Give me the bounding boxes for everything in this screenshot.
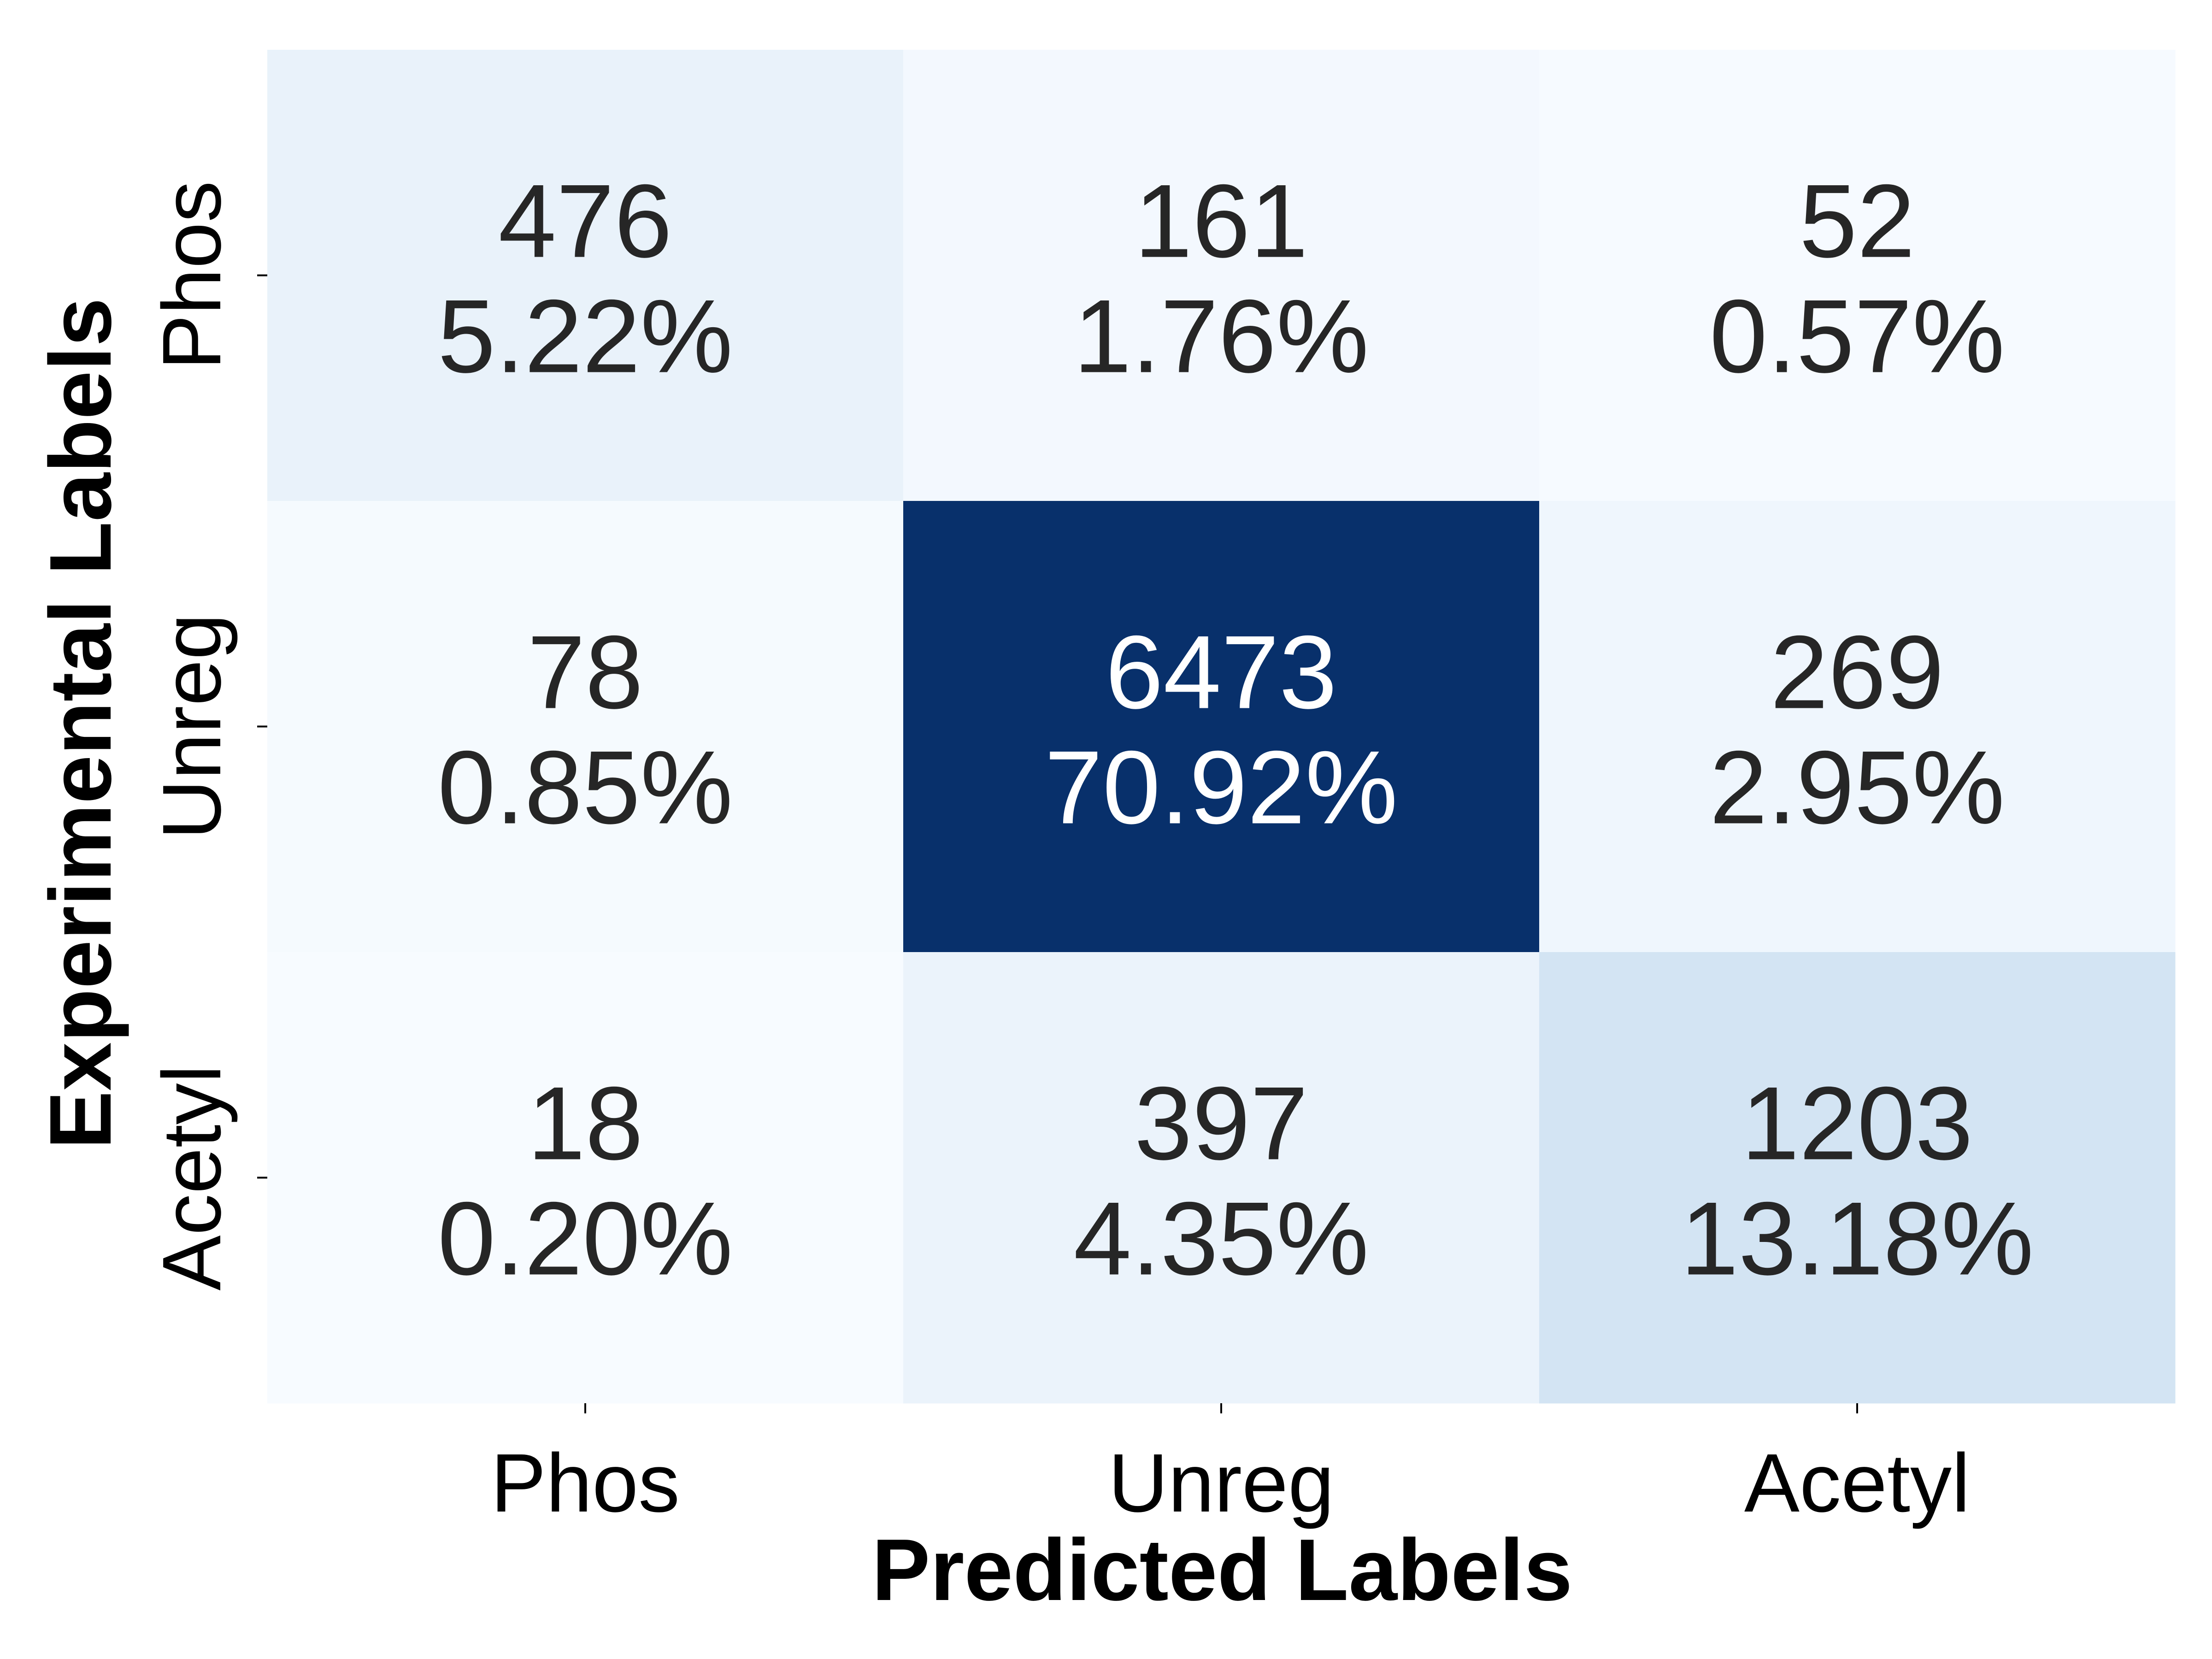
cell-count-label: 476 <box>498 163 672 279</box>
cell-percent-label: 1.76% <box>1074 278 1369 394</box>
y-axis-title: Experimental Labels <box>32 298 129 1149</box>
cell-percent-label: 0.57% <box>1710 278 2005 394</box>
cell-count-label: 52 <box>1799 163 1915 279</box>
heatmap-cell-phos-phos <box>267 50 904 501</box>
heatmap-cells <box>267 50 2176 1404</box>
cell-count-label: 6473 <box>1106 614 1337 730</box>
heatmap-cell-unreg-acetyl <box>1539 501 2176 953</box>
cell-percent-label: 70.92% <box>1045 729 1398 846</box>
x-tick-label: Phos <box>491 1437 680 1530</box>
heatmap-cell-acetyl-phos <box>267 952 904 1404</box>
cell-count-label: 269 <box>1770 614 1944 730</box>
heatmap-cell-unreg-phos <box>267 501 904 953</box>
axis-ticks: Phos Unreg Acetyl Phos Unreg Acetyl <box>146 181 1970 1530</box>
x-tick-label: Acetyl <box>1744 1437 1970 1530</box>
cell-percent-label: 4.35% <box>1074 1180 1369 1297</box>
cell-count-label: 18 <box>527 1065 643 1182</box>
cell-percent-label: 0.85% <box>438 729 733 846</box>
y-tick-label: Acetyl <box>146 1065 238 1290</box>
heatmap-cell-phos-unreg <box>903 50 1540 501</box>
heatmap-cell-acetyl-acetyl <box>1539 952 2176 1404</box>
heatmap-cell-phos-acetyl <box>1539 50 2176 501</box>
heatmap-cell-acetyl-unreg <box>903 952 1540 1404</box>
y-tick-label: Unreg <box>146 613 238 839</box>
x-axis-title: Predicted Labels <box>872 1521 1573 1619</box>
heatmap-cell-unreg-unreg <box>903 501 1540 953</box>
cell-percent-label: 5.22% <box>438 278 733 394</box>
cell-count-label: 161 <box>1134 163 1308 279</box>
cell-count-label: 397 <box>1134 1065 1308 1182</box>
y-tick-label: Phos <box>146 181 238 370</box>
cell-percent-label: 2.95% <box>1710 729 2005 846</box>
cell-count-label: 1203 <box>1741 1065 1973 1182</box>
cell-percent-label: 13.18% <box>1681 1180 2034 1297</box>
x-tick-label: Unreg <box>1108 1437 1334 1530</box>
cell-percent-label: 0.20% <box>438 1180 733 1297</box>
cell-count-label: 78 <box>527 614 643 730</box>
